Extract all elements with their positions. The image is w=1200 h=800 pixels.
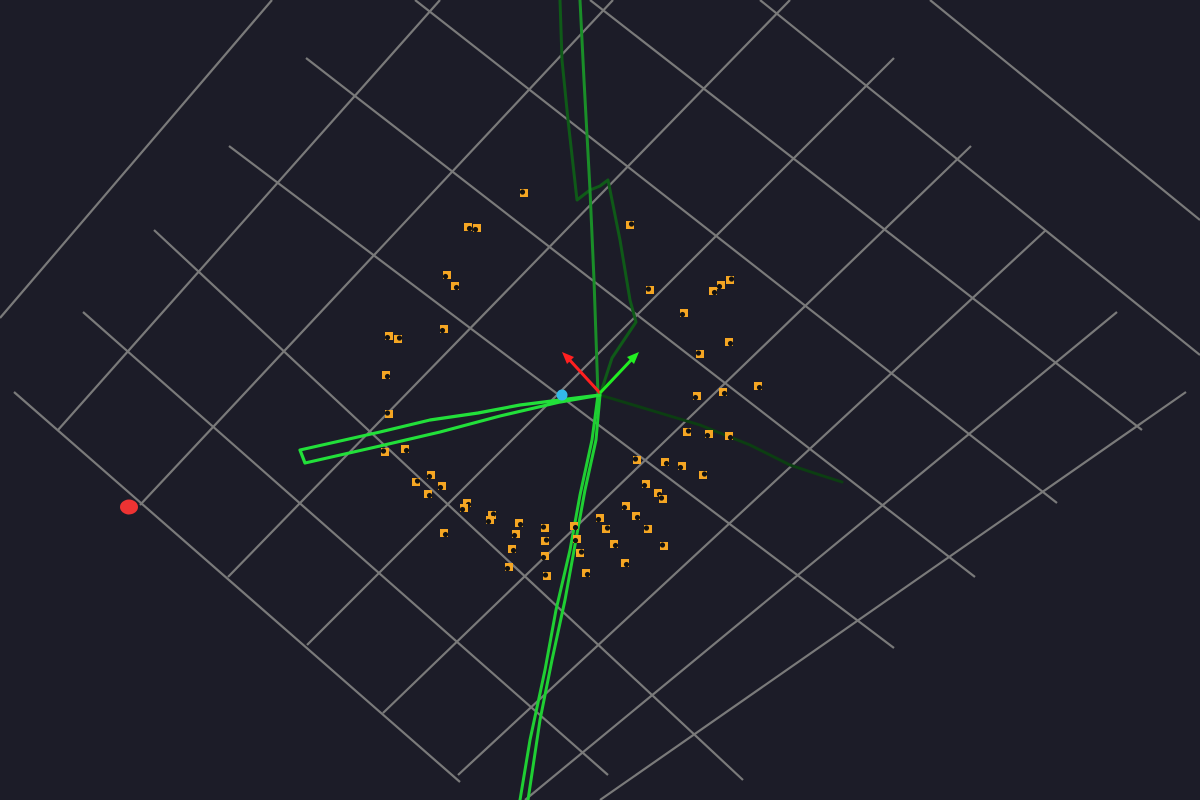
landmark-icon [412, 478, 421, 486]
trajectory-path-mid-north [578, 0, 600, 397]
landmark-icon [692, 392, 701, 401]
landmark-icon [384, 410, 393, 418]
landmark-icon [621, 559, 630, 568]
landmark-icon [659, 542, 668, 550]
landmark-icon [726, 276, 735, 284]
grid-line [524, 311, 1118, 800]
landmark-icon [382, 371, 391, 380]
landmark-icon [645, 286, 654, 294]
landmark-icon [621, 502, 630, 511]
landmark-icon [464, 223, 473, 232]
landmark-icon [488, 511, 497, 519]
landmark-icon [426, 471, 435, 480]
landmark-icon [754, 382, 763, 391]
landmark-icon [401, 445, 410, 454]
landmark-icon [511, 530, 520, 539]
landmark-icon [661, 458, 670, 467]
landmark-icon [384, 332, 393, 341]
pose-axis-x-arrowhead [562, 352, 574, 364]
grid-line [599, 391, 1187, 800]
grid-line [13, 391, 461, 783]
landmark-icon [576, 549, 585, 557]
landmark-icon [508, 545, 517, 554]
landmark-icon [610, 540, 619, 549]
landmark-icon [437, 482, 446, 491]
grid-line [227, 0, 791, 578]
trajectory-path-bright-south-2 [518, 393, 600, 800]
landmark-icon [540, 552, 549, 561]
landmark-icon [725, 338, 734, 347]
landmark-icon [439, 325, 448, 334]
grid-line [929, 0, 1200, 221]
landmark-icon [541, 537, 550, 545]
landmark-icon [632, 512, 641, 521]
grid-line [0, 0, 273, 319]
landmark-icon [709, 287, 718, 296]
landmark-icon [595, 514, 604, 523]
grid-line [305, 57, 976, 578]
landmark-icon [542, 572, 551, 580]
landmark-icon [632, 456, 641, 464]
landmark-icon [504, 563, 513, 572]
pose-axis-x [564, 354, 602, 395]
trajectory-paths [298, 0, 844, 800]
landmark-icon [472, 224, 481, 233]
landmark-icon [658, 495, 667, 503]
landmark-icon [485, 516, 494, 525]
robot-pose[interactable] [562, 352, 639, 395]
grid-line [414, 0, 1058, 504]
landmark-icon [572, 535, 581, 544]
target-dot-icon[interactable] [120, 499, 138, 515]
landmark-icon [442, 271, 451, 280]
landmark-points [380, 189, 763, 580]
landmark-icon [641, 480, 650, 489]
landmark-icon [440, 529, 449, 538]
landmark-icon [719, 388, 728, 397]
landmark-icon [716, 281, 725, 290]
landmark-icon [380, 448, 389, 456]
landmark-icon [540, 524, 549, 532]
grid-line [457, 229, 1047, 776]
grid-line [382, 145, 972, 714]
camera-dot-icon[interactable] [556, 389, 568, 401]
landmark-icon [725, 432, 734, 441]
grid-line [759, 0, 1200, 356]
grid-line [589, 0, 1143, 431]
trajectory-path-dark-north [558, 0, 638, 397]
grid-line [57, 0, 441, 431]
pose-axis-y [598, 355, 636, 395]
landmark-icon [679, 309, 688, 318]
landmark-icon [683, 428, 692, 436]
landmark-icon [394, 335, 403, 343]
trajectory-path-bright-south [526, 393, 602, 800]
landmark-icon [704, 430, 713, 439]
landmark-icon [602, 525, 611, 533]
grid-line [306, 57, 895, 646]
landmark-icon [515, 519, 524, 528]
landmark-icon [677, 462, 686, 471]
trajectory-path-dark-east [598, 393, 844, 484]
landmark-icon [459, 504, 468, 513]
grid-line [139, 0, 614, 506]
grid-line [82, 311, 609, 776]
landmark-icon [582, 569, 591, 578]
landmark-icon [424, 490, 433, 499]
landmark-icon [643, 525, 652, 533]
landmark-icon [695, 350, 704, 358]
landmark-icon [451, 282, 460, 291]
trajectory-path-bright-west [298, 393, 602, 465]
pose-axis-y-arrowhead [627, 352, 639, 364]
landmark-icon [519, 189, 528, 197]
landmark-icon [626, 221, 635, 229]
landmark-icon [699, 471, 708, 479]
landmark-icon [570, 522, 579, 531]
